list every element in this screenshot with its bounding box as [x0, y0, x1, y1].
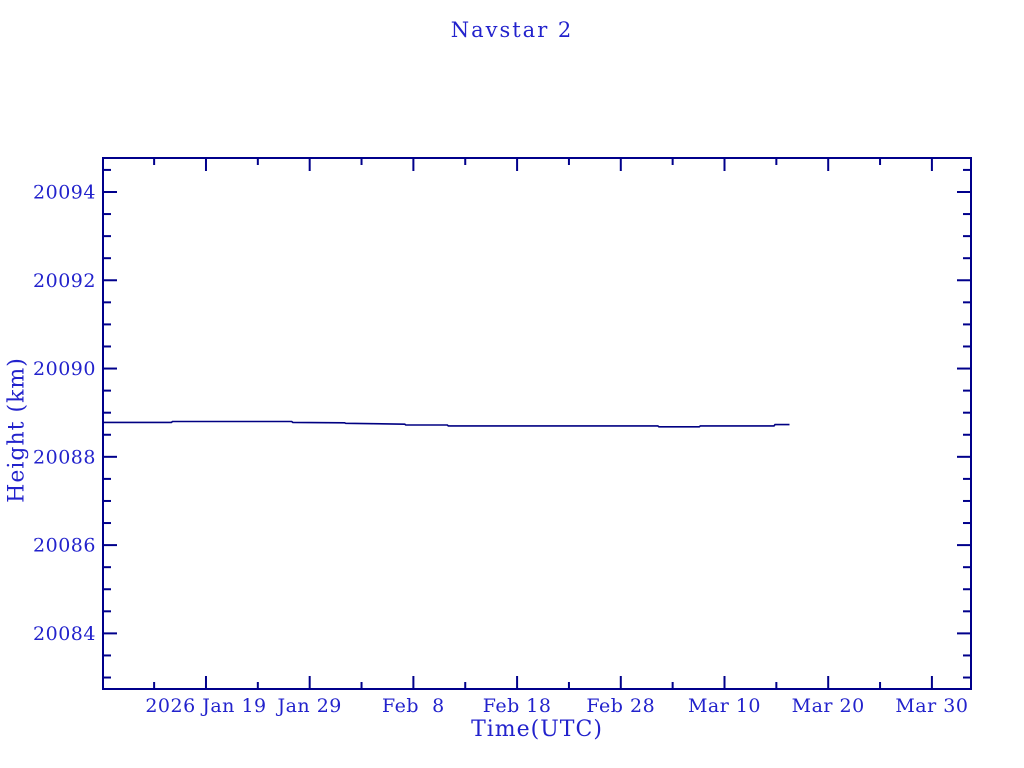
y-tick-label: 20094: [33, 181, 96, 203]
x-tick-label: 2026 Jan 19: [145, 695, 266, 717]
x-tick-label: Mar 20: [792, 695, 865, 717]
y-tick-label: 20088: [33, 446, 96, 468]
x-tick-label: Mar 10: [688, 695, 761, 717]
x-tick-label: Mar 30: [895, 695, 968, 717]
x-tick-label: Feb 18: [483, 695, 552, 717]
x-tick-label: Jan 29: [275, 695, 341, 717]
y-tick-label: 20086: [33, 535, 96, 557]
x-axis-label: Time(UTC): [471, 717, 603, 742]
x-tick-label: Feb 28: [586, 695, 655, 717]
x-tick-label: Feb 8: [382, 695, 445, 717]
y-tick-label: 20092: [33, 270, 96, 292]
y-tick-label: 20090: [33, 358, 96, 380]
axes-frame: [102, 157, 972, 690]
height-series-line: [103, 420, 790, 428]
chart-title: Navstar 2: [450, 18, 574, 42]
y-tick-label: 20084: [33, 623, 96, 645]
